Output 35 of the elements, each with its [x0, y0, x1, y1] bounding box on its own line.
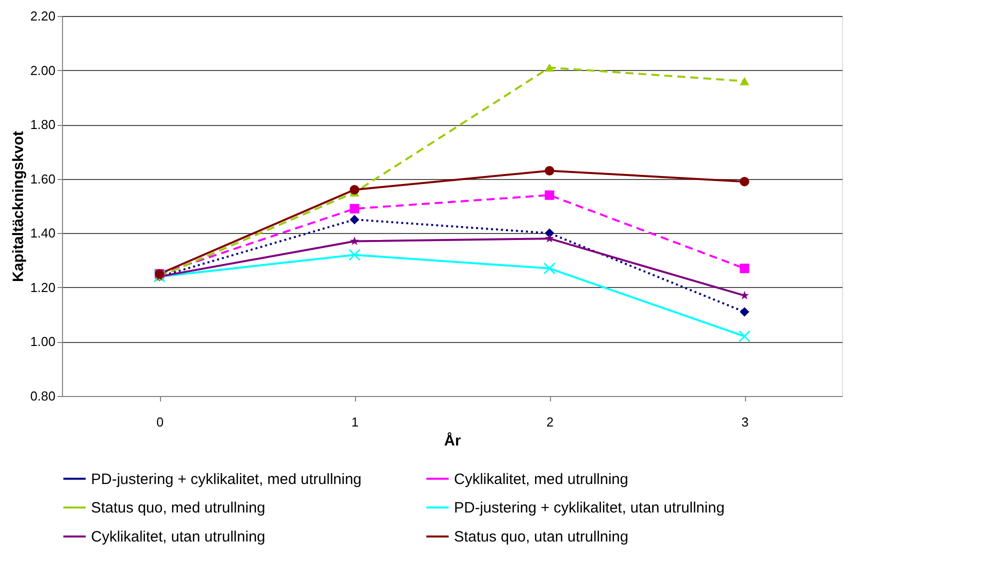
point: [350, 214, 360, 224]
point: [544, 234, 554, 242]
x-tick-label: 3: [741, 414, 749, 430]
point: [740, 77, 750, 86]
y-tick-label: 1.20: [30, 280, 56, 295]
point: [544, 262, 556, 274]
y-axis-title: Kapitaltäckningskvot: [10, 131, 28, 282]
x-axis-title: År: [444, 432, 461, 450]
y-tick-label: 2.20: [30, 8, 56, 24]
point: [738, 330, 750, 342]
y-tick-label: 1.00: [30, 334, 56, 350]
point: [740, 264, 750, 274]
point: [348, 248, 360, 261]
y-tick-label: 1.40: [30, 226, 56, 241]
point: [740, 307, 750, 317]
x-tick-label: 2: [546, 414, 554, 430]
x-tick-label: 1: [351, 414, 359, 430]
legend-label: Status quo, med utrullning: [91, 500, 266, 516]
legend-label: PD-justering + cyklikalitet, utan utrullning: [454, 500, 725, 516]
legend-label: Cyklikalitet, utan utrullning: [91, 528, 266, 546]
point: [544, 190, 554, 200]
point: [350, 204, 360, 214]
point: [544, 63, 554, 72]
point: [350, 184, 360, 194]
y-tick-label: 1.80: [30, 117, 56, 132]
y-tick-label: 1.60: [30, 171, 56, 186]
point: [544, 166, 554, 176]
y-tick-label: 2.00: [30, 62, 56, 78]
legend-label: Status quo, utan utrullning: [454, 528, 628, 546]
point: [350, 236, 360, 246]
x-tick-label: 0: [156, 414, 164, 430]
legend-label: PD-justering + cyklikalitet, med utrullning: [91, 470, 362, 488]
legend-label: Cyklikalitet, med utrullning: [454, 470, 628, 488]
y-tick-label: 0.80: [30, 388, 56, 404]
point: [740, 176, 750, 186]
